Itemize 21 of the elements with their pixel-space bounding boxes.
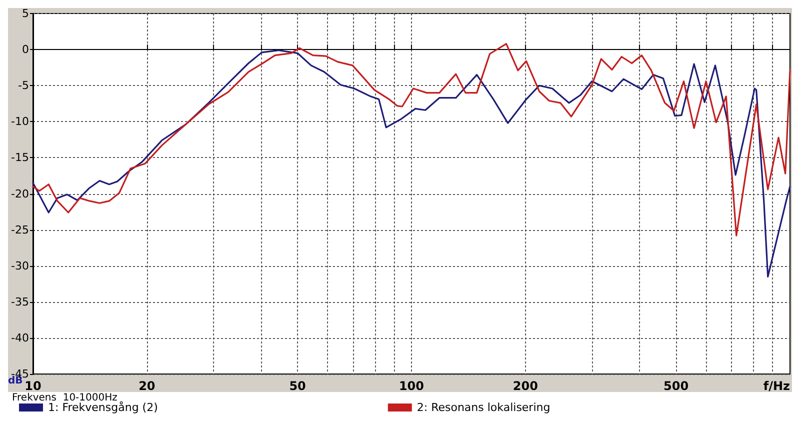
y-axis-title: dB (8, 376, 23, 386)
x-tick-label: 50 (289, 379, 306, 393)
legend-label: 2: Resonans lokalisering (416, 401, 550, 414)
y-tick-label: -15 (11, 151, 29, 164)
x-tick-label: 20 (138, 379, 156, 393)
x-axis-title: f/Hz (763, 379, 790, 393)
x-tick-label: 500 (664, 379, 689, 393)
legend-label: 1: Frekvensgång (2) (48, 401, 158, 414)
y-tick-label: -30 (11, 259, 29, 272)
y-tick-label: -25 (11, 223, 29, 236)
y-tick-label: -20 (11, 187, 29, 200)
y-tick-label: -5 (18, 79, 29, 92)
y-tick-label: -35 (11, 295, 29, 308)
text: Frekvens 10-1000Hz (12, 392, 118, 404)
y-tick-label: 0 (22, 43, 29, 56)
y-tick-label: -40 (11, 331, 29, 344)
x-tick-label: 200 (512, 379, 538, 393)
x-tick-label: 100 (398, 379, 424, 393)
x-tick-label: 10 (24, 379, 42, 393)
y-tick-label: 5 (22, 7, 29, 20)
y-tick-label: -10 (11, 115, 29, 128)
